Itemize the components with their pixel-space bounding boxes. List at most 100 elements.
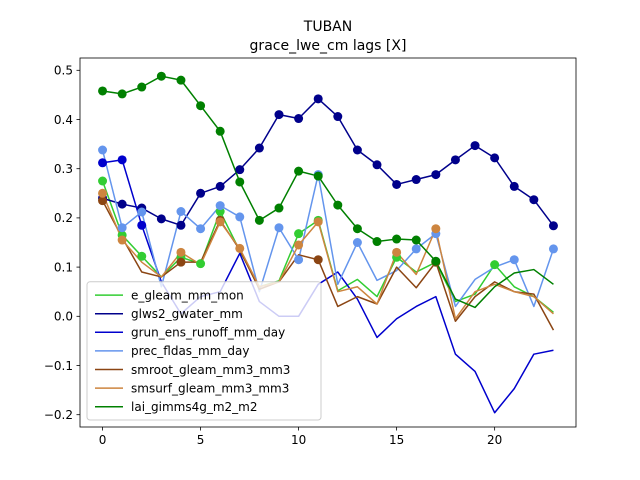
data-point-e-gleam-mm-mon	[98, 176, 108, 186]
data-point-e-gleam-mm-mon	[196, 259, 206, 269]
y-tick-label: 0.0	[54, 310, 73, 324]
y-tick-label: 0.2	[54, 211, 73, 225]
data-point-smroot-gleam-mm3-mm3	[176, 257, 186, 267]
y-tick-label: −0.2	[44, 408, 73, 422]
data-point-lai-gimms4g-m2-m2	[352, 224, 362, 234]
chart-title: TUBAN	[303, 19, 352, 35]
data-point-glws2-gwater-mm	[548, 221, 558, 231]
data-point-smsurf-gleam-mm3-mm3	[235, 243, 245, 253]
data-point-glws2-gwater-mm	[196, 188, 206, 198]
legend-entry-smsurf-gleam-mm3-mm3: smsurf_gleam_mm3_mm3	[131, 381, 289, 395]
data-point-lai-gimms4g-m2-m2	[176, 75, 186, 85]
data-point-glws2-gwater-mm	[450, 155, 460, 165]
y-tick-label: 0.4	[54, 113, 73, 127]
data-point-prec-fldas-mm-day	[235, 212, 245, 222]
legend-box	[86, 281, 322, 421]
data-point-glws2-gwater-mm	[235, 165, 245, 175]
data-point-lai-gimms4g-m2-m2	[431, 256, 441, 266]
data-point-glws2-gwater-mm	[254, 143, 264, 153]
data-point-glws2-gwater-mm	[176, 220, 186, 230]
data-point-glws2-gwater-mm	[313, 94, 323, 104]
data-point-glws2-gwater-mm	[411, 175, 421, 185]
data-point-smsurf-gleam-mm3-mm3	[294, 240, 304, 250]
legend-entry-glws2-gwater-mm: glws2_gwater_mm	[131, 307, 243, 321]
data-point-prec-fldas-mm-day	[509, 255, 519, 265]
data-point-smsurf-gleam-mm3-mm3	[117, 235, 127, 245]
data-point-lai-gimms4g-m2-m2	[254, 215, 264, 225]
y-tick-label: 0.5	[54, 64, 73, 78]
data-point-glws2-gwater-mm	[470, 141, 480, 151]
data-point-grun-ens-runoff-mm-day	[117, 155, 127, 165]
data-point-lai-gimms4g-m2-m2	[98, 86, 108, 96]
data-point-e-gleam-mm-mon	[137, 251, 147, 261]
data-point-lai-gimms4g-m2-m2	[117, 89, 127, 99]
data-point-lai-gimms4g-m2-m2	[156, 71, 166, 81]
data-point-glws2-gwater-mm	[431, 170, 441, 180]
y-tick-label: −0.1	[44, 359, 73, 373]
series-markers	[98, 71, 558, 270]
data-point-smsurf-gleam-mm3-mm3	[98, 188, 108, 198]
data-point-lai-gimms4g-m2-m2	[294, 166, 304, 176]
data-point-lai-gimms4g-m2-m2	[411, 235, 421, 245]
y-tick-label: 0.1	[54, 260, 73, 274]
data-point-prec-fldas-mm-day	[196, 224, 206, 234]
data-point-glws2-gwater-mm	[294, 114, 304, 124]
data-point-prec-fldas-mm-day	[274, 223, 284, 233]
x-tick-label: 5	[197, 433, 205, 447]
data-point-lai-gimms4g-m2-m2	[313, 171, 323, 181]
x-tick-label: 15	[389, 433, 404, 447]
data-point-smsurf-gleam-mm3-mm3	[176, 247, 186, 257]
data-point-smroot-gleam-mm3-mm3	[98, 196, 108, 206]
data-point-lai-gimms4g-m2-m2	[137, 82, 147, 92]
axes: 0 5 10 15 20 −0.2 −0.1 0.0 0.1 0.2 0.3 0.4 0.5	[44, 57, 577, 447]
legend-entry-lai-gimms4g-m2-m2: lai_gimms4g_m2_m2	[131, 400, 258, 414]
data-point-lai-gimms4g-m2-m2	[196, 101, 206, 111]
legend-entry-prec-fldas-mm-day: prec_fldas_mm_day	[131, 344, 250, 358]
data-point-e-gleam-mm-mon	[490, 260, 500, 270]
data-point-prec-fldas-mm-day	[294, 255, 304, 265]
data-point-smsurf-gleam-mm3-mm3	[313, 217, 323, 227]
legend-entry-grun-ens-runoff-mm-day: grun_ens_runoff_mm_day	[131, 326, 285, 340]
data-point-lai-gimms4g-m2-m2	[392, 234, 402, 244]
data-point-prec-fldas-mm-day	[98, 145, 108, 155]
data-point-grun-ens-runoff-mm-day	[98, 158, 108, 168]
x-tick-label: 10	[291, 433, 306, 447]
data-point-glws2-gwater-mm	[215, 181, 225, 191]
legend-entry-smroot-gleam-mm3-mm3: smroot_gleam_mm3_mm3	[131, 363, 290, 377]
data-point-e-gleam-mm-mon	[294, 229, 304, 239]
data-point-glws2-gwater-mm	[117, 199, 127, 209]
data-point-prec-fldas-mm-day	[137, 207, 147, 217]
data-point-lai-gimms4g-m2-m2	[333, 200, 343, 210]
plot-frame	[79, 57, 577, 428]
data-point-smsurf-gleam-mm3-mm3	[392, 247, 402, 257]
data-point-lai-gimms4g-m2-m2	[215, 126, 225, 136]
data-point-smroot-gleam-mm3-mm3	[313, 255, 323, 265]
data-point-prec-fldas-mm-day	[352, 238, 362, 247]
legend: e_gleam_mm_mon glws2_gwater_mm grun_ens_ru…	[86, 281, 322, 421]
data-point-glws2-gwater-mm	[372, 160, 382, 170]
legend-entry-e-gleam-mm-mon: e_gleam_mm_mon	[131, 288, 244, 302]
y-tick-label: 0.3	[54, 162, 73, 176]
x-tick-label: 20	[487, 433, 502, 447]
data-point-glws2-gwater-mm	[392, 179, 402, 189]
data-point-glws2-gwater-mm	[509, 181, 519, 191]
data-point-grun-ens-runoff-mm-day	[137, 220, 147, 230]
data-point-prec-fldas-mm-day	[411, 244, 421, 254]
data-point-lai-gimms4g-m2-m2	[274, 203, 284, 213]
chart-subtitle: grace_lwe_cm lags [X]	[250, 38, 407, 54]
data-point-smsurf-gleam-mm3-mm3	[215, 217, 225, 227]
data-point-glws2-gwater-mm	[333, 112, 343, 122]
data-point-prec-fldas-mm-day	[117, 223, 127, 233]
data-point-glws2-gwater-mm	[274, 110, 284, 120]
data-point-lai-gimms4g-m2-m2	[235, 177, 245, 187]
x-tick-label: 0	[99, 433, 107, 447]
data-point-smsurf-gleam-mm3-mm3	[431, 224, 441, 234]
data-point-prec-fldas-mm-day	[548, 244, 558, 254]
data-point-lai-gimms4g-m2-m2	[372, 237, 382, 247]
data-point-glws2-gwater-mm	[156, 214, 166, 224]
data-point-glws2-gwater-mm	[529, 195, 539, 205]
data-point-prec-fldas-mm-day	[176, 207, 186, 216]
data-point-prec-fldas-mm-day	[215, 201, 225, 211]
data-point-glws2-gwater-mm	[490, 153, 500, 163]
